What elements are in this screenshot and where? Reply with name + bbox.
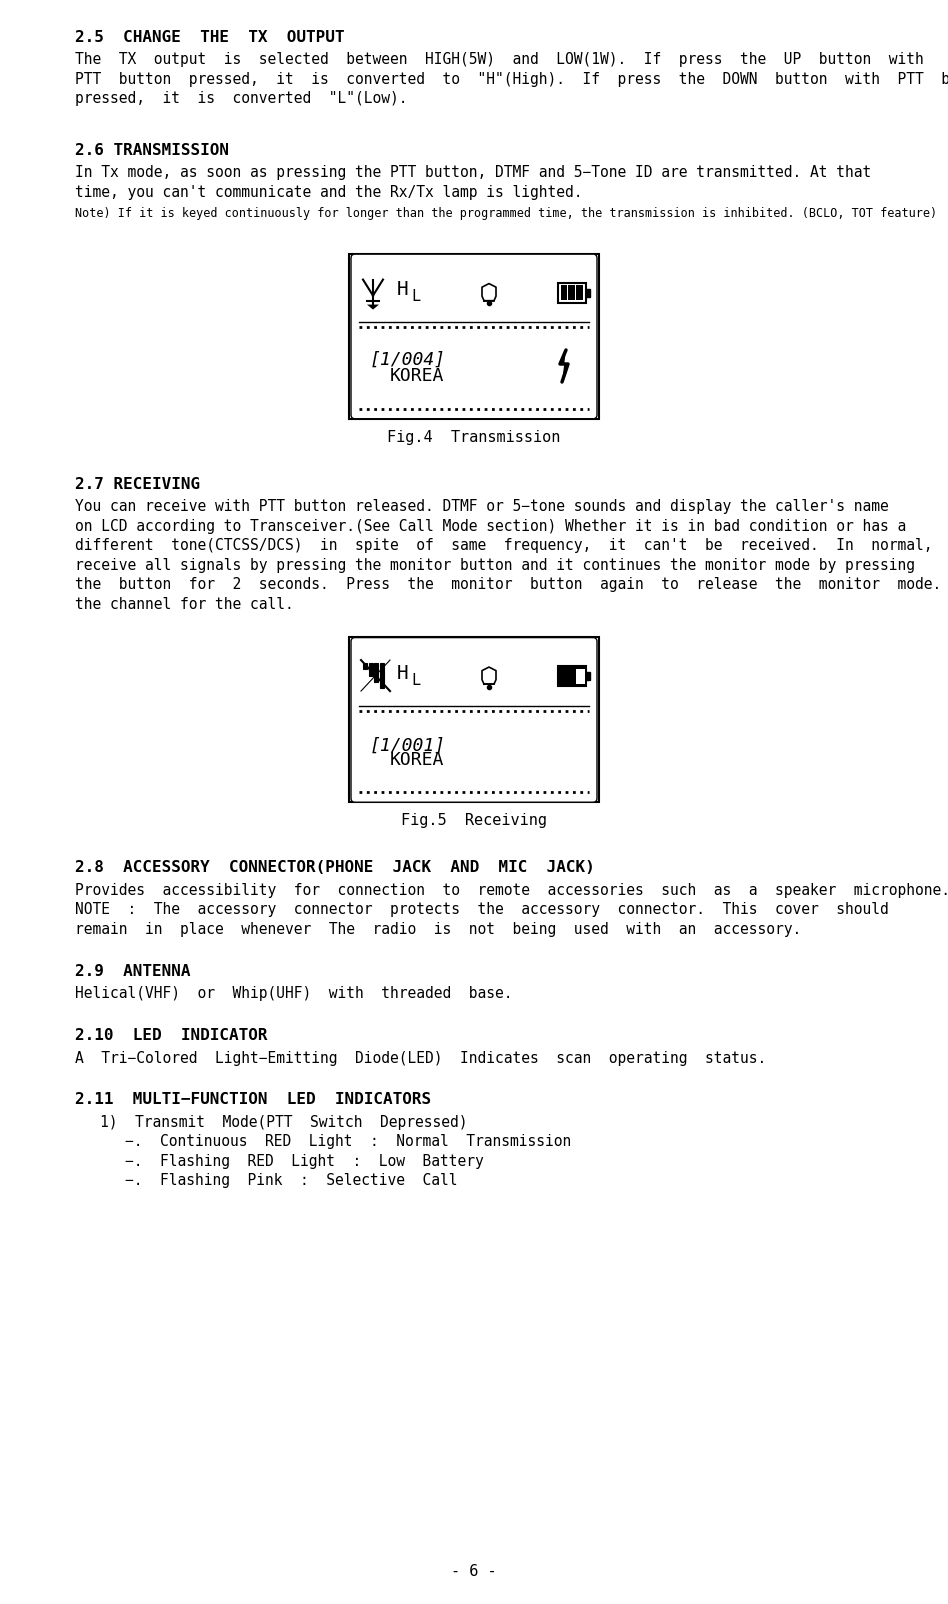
Text: on LCD according to Transceiver.(See Call Mode section) Whether it is in bad con: on LCD according to Transceiver.(See Cal… bbox=[75, 520, 906, 534]
Text: You can receive with PTT button released. DTMF or 5−tone sounds and display the : You can receive with PTT button released… bbox=[75, 499, 888, 515]
Text: time, you can't communicate and the Rx/Tx lamp is lighted.: time, you can't communicate and the Rx/T… bbox=[75, 184, 582, 200]
Bar bbox=[374, 662, 378, 682]
Text: [1/001]: [1/001] bbox=[370, 736, 447, 754]
Text: 2.5  CHANGE  THE  TX  OUTPUT: 2.5 CHANGE THE TX OUTPUT bbox=[75, 30, 344, 45]
Text: L: L bbox=[411, 672, 420, 688]
Bar bbox=[560, 286, 567, 300]
Bar bbox=[569, 286, 575, 300]
Text: 2.9  ANTENNA: 2.9 ANTENNA bbox=[75, 964, 191, 978]
Text: Fig.5  Receiving: Fig.5 Receiving bbox=[401, 813, 547, 828]
FancyBboxPatch shape bbox=[351, 253, 597, 419]
Text: 2.8  ACCESSORY  CONNECTOR(PHONE  JACK  AND  MIC  JACK): 2.8 ACCESSORY CONNECTOR(PHONE JACK AND M… bbox=[75, 860, 594, 876]
Bar bbox=[558, 282, 586, 303]
Bar bbox=[369, 662, 373, 675]
Text: - 6 -: - 6 - bbox=[451, 1564, 497, 1578]
Text: Provides  accessibility  for  connection  to  remote  accessories  such  as  a  : Provides accessibility for connection to… bbox=[75, 882, 948, 898]
Text: the channel for the call.: the channel for the call. bbox=[75, 597, 294, 611]
Text: −.  Continuous  RED  Light  :  Normal  Transmission: −. Continuous RED Light : Normal Transmi… bbox=[125, 1134, 572, 1150]
Bar bbox=[349, 637, 599, 802]
Text: L: L bbox=[411, 289, 420, 305]
Text: 2.11  MULTI−FUNCTION  LED  INDICATORS: 2.11 MULTI−FUNCTION LED INDICATORS bbox=[75, 1092, 431, 1107]
Text: Note) If it is keyed continuously for longer than the programmed time, the trans: Note) If it is keyed continuously for lo… bbox=[75, 207, 938, 220]
Text: KOREA: KOREA bbox=[390, 367, 445, 385]
Text: remain  in  place  whenever  The  radio  is  not  being  used  with  an  accesso: remain in place whenever The radio is no… bbox=[75, 922, 801, 937]
Text: the  button  for  2  seconds.  Press  the  monitor  button  again  to  release  : the button for 2 seconds. Press the moni… bbox=[75, 577, 948, 592]
Text: different  tone(CTCSS/DCS)  in  spite  of  same  frequency,  it  can't  be  rece: different tone(CTCSS/DCS) in spite of sa… bbox=[75, 539, 948, 553]
Text: −.  Flashing  RED  Light  :  Low  Battery: −. Flashing RED Light : Low Battery bbox=[125, 1153, 483, 1169]
Text: pressed,  it  is  converted  "L"(Low).: pressed, it is converted "L"(Low). bbox=[75, 91, 408, 106]
Text: Fig.4  Transmission: Fig.4 Transmission bbox=[388, 430, 560, 444]
Text: The  TX  output  is  selected  between  HIGH(5W)  and  LOW(1W).  If  press  the : The TX output is selected between HIGH(5… bbox=[75, 53, 923, 67]
Bar bbox=[379, 662, 384, 688]
Bar bbox=[349, 253, 599, 419]
Text: H: H bbox=[397, 664, 409, 683]
Polygon shape bbox=[367, 305, 379, 310]
Text: In Tx mode, as soon as pressing the PTT button, DTMF and 5−Tone ID are transmitt: In Tx mode, as soon as pressing the PTT … bbox=[75, 165, 871, 180]
Text: PTT  button  pressed,  it  is  converted  to  "H"(High).  If  press  the  DOWN  : PTT button pressed, it is converted to "… bbox=[75, 72, 948, 87]
Polygon shape bbox=[560, 350, 568, 382]
Bar bbox=[363, 662, 367, 669]
Text: [1/004]: [1/004] bbox=[370, 351, 447, 369]
Bar bbox=[586, 672, 590, 680]
Bar bbox=[558, 666, 586, 687]
Text: NOTE  :  The  accessory  connector  protects  the  accessory  connector.  This  : NOTE : The accessory connector protects … bbox=[75, 903, 888, 917]
Text: 2.10  LED  INDICATOR: 2.10 LED INDICATOR bbox=[75, 1028, 267, 1043]
Text: −.  Flashing  Pink  :  Selective  Call: −. Flashing Pink : Selective Call bbox=[125, 1174, 458, 1189]
Bar bbox=[576, 286, 583, 300]
Text: KOREA: KOREA bbox=[390, 751, 445, 770]
Text: receive all signals by pressing the monitor button and it continues the monitor : receive all signals by pressing the moni… bbox=[75, 558, 915, 573]
Text: H: H bbox=[397, 281, 409, 298]
Text: 1)  Transmit  Mode(PTT  Switch  Depressed): 1) Transmit Mode(PTT Switch Depressed) bbox=[100, 1115, 467, 1129]
Text: 2.6 TRANSMISSION: 2.6 TRANSMISSION bbox=[75, 143, 229, 157]
Text: Helical(VHF)  or  Whip(UHF)  with  threaded  base.: Helical(VHF) or Whip(UHF) with threaded … bbox=[75, 986, 513, 1001]
FancyBboxPatch shape bbox=[351, 638, 597, 802]
Text: 2.7 RECEIVING: 2.7 RECEIVING bbox=[75, 476, 200, 492]
Bar bbox=[586, 289, 590, 297]
Text: A  Tri−Colored  Light−Emitting  Diode(LED)  Indicates  scan  operating  status.: A Tri−Colored Light−Emitting Diode(LED) … bbox=[75, 1051, 766, 1065]
Bar bbox=[576, 669, 585, 683]
